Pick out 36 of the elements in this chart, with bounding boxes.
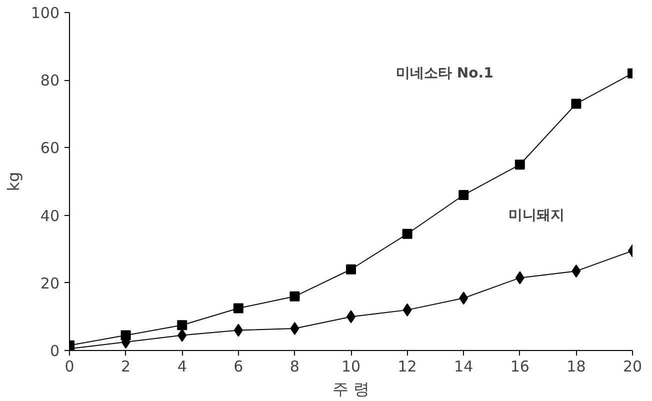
point [346, 264, 356, 274]
x-tick-label: 2 [121, 358, 131, 376]
point [290, 322, 300, 336]
x-axis-title: 주 령 [332, 380, 370, 398]
x-tick-label: 12 [398, 358, 417, 376]
x-tick-label: 16 [510, 358, 530, 376]
point [459, 292, 468, 305]
y-axis-title: kg [4, 172, 23, 192]
y-tick-label: 40 [40, 206, 60, 225]
point [514, 160, 525, 170]
point [290, 291, 300, 302]
x-tick-label: 4 [177, 358, 187, 376]
point [571, 98, 582, 109]
x-tick-label: 20 [622, 358, 642, 376]
y-tick-label: 80 [40, 72, 60, 90]
point [178, 328, 187, 342]
point [458, 190, 469, 200]
x-tick-label: 18 [566, 358, 586, 376]
x-tick-label: 8 [290, 358, 300, 376]
x-tick-label: 0 [64, 358, 74, 376]
y-tick-label: 0 [50, 342, 60, 360]
annotation: 미네소타 No.1 [396, 65, 494, 82]
y-tick-label: 20 [40, 274, 60, 292]
x-tick-label: 10 [341, 358, 361, 376]
point [234, 324, 243, 337]
y-tick-label: 100 [30, 4, 60, 22]
annotation: 미니돼지 [508, 207, 565, 224]
x-tick-label: 6 [234, 358, 244, 376]
point [402, 228, 412, 239]
point [402, 303, 412, 316]
point [177, 320, 188, 330]
y-tick-label: 60 [40, 139, 60, 158]
point [572, 264, 581, 278]
point [515, 271, 524, 284]
x-tick-label: 14 [454, 358, 474, 376]
point [233, 303, 244, 314]
